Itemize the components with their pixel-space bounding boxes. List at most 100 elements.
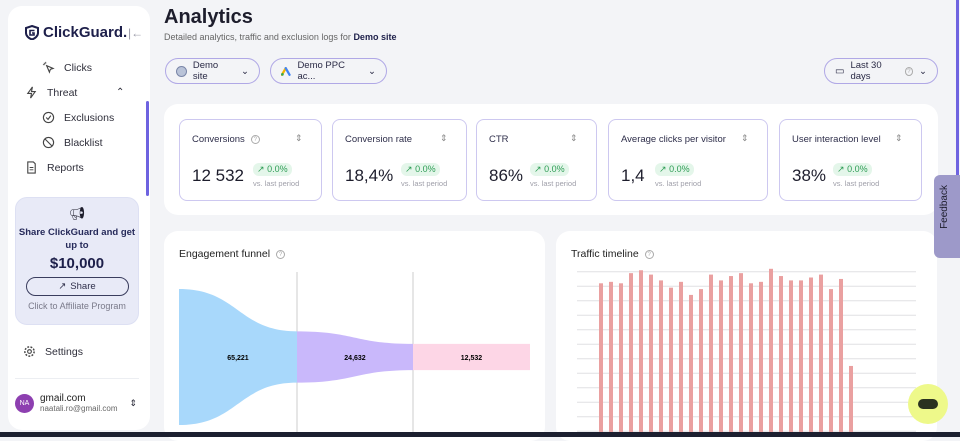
label: Blacklist <box>64 136 103 149</box>
comparison-label: vs. last period <box>401 179 448 188</box>
timeline-bar[interactable] <box>619 283 623 437</box>
sort-icon[interactable]: ⇕ <box>440 133 448 143</box>
metric-card: Average clicks per visitor ⇕ 1,4 ↗ 0.0% … <box>608 119 768 201</box>
sidebar-item-exclusions[interactable]: Exclusions <box>8 111 150 124</box>
gear-icon <box>24 346 35 357</box>
change-badge: ↗ 0.0% <box>401 163 440 176</box>
timeline-bar[interactable] <box>849 365 853 437</box>
account-select[interactable]: Demo PPC ac... ⌄ <box>270 58 387 84</box>
sort-icon[interactable]: ⇕ <box>295 133 303 143</box>
trend-up-icon: ↗ <box>837 164 845 174</box>
user-email: naatali.ro@gmail.com <box>40 404 118 413</box>
chevron-updown-icon[interactable]: ⇕ <box>129 397 138 408</box>
user-menu[interactable]: NA gmail.com naatali.ro@gmail.com ⇕ <box>15 393 137 413</box>
label-text: Average clicks per visitor <box>621 134 726 145</box>
chat-button[interactable] <box>908 384 948 424</box>
funnel-stage <box>297 331 413 383</box>
help-icon[interactable]: ? <box>250 135 260 144</box>
label: Clicks <box>64 61 92 74</box>
timeline-bar[interactable] <box>689 294 693 437</box>
timeline-bar[interactable] <box>769 268 773 437</box>
label-text: Conversions <box>192 134 245 145</box>
timeline-bar[interactable] <box>639 270 643 437</box>
label: Last 30 days <box>850 60 882 82</box>
timeline-bar[interactable] <box>779 276 783 437</box>
help-icon[interactable]: ? <box>644 250 654 259</box>
metric-label: Average clicks per visitor <box>621 134 726 145</box>
sort-icon[interactable]: ⇕ <box>741 133 749 143</box>
shield-logo-icon <box>25 25 39 40</box>
label: Exclusions <box>64 111 115 124</box>
timeline-bar[interactable] <box>599 283 603 437</box>
globe-icon <box>176 65 187 77</box>
funnel-stage-label: 24,632 <box>344 355 366 362</box>
timeline-bar[interactable] <box>799 280 803 437</box>
comparison-label: vs. last period <box>530 179 577 188</box>
timeline-bar[interactable] <box>629 273 633 437</box>
label: Share <box>70 281 96 292</box>
sort-icon[interactable]: ⇕ <box>570 133 578 143</box>
metric-card: CTR ⇕ 86% ↗ 0.0% vs. last period <box>476 119 597 201</box>
chevron-down-icon: ⌄ <box>241 65 249 77</box>
label: Demo site <box>192 60 219 82</box>
taskbar <box>0 432 960 437</box>
sidebar-item-blacklist[interactable]: Blacklist <box>8 136 150 149</box>
chevron-down-icon: ⌄ <box>919 65 927 77</box>
timeline-bar[interactable] <box>649 274 653 437</box>
timeline-bar[interactable] <box>669 287 673 437</box>
sidebar-scrollbar[interactable] <box>146 101 149 196</box>
chat-icon <box>918 399 938 409</box>
affiliate-link[interactable]: Click to Affiliate Program <box>28 301 126 311</box>
label: Reports <box>47 161 84 174</box>
metric-value: 18,4% <box>345 166 394 185</box>
collapse-sidebar-icon[interactable]: |← <box>128 26 144 40</box>
funnel-stage <box>179 289 297 425</box>
timeline-bar[interactable] <box>809 277 813 438</box>
sidebar-item-settings[interactable]: Settings <box>8 345 150 358</box>
help-icon[interactable]: ? <box>276 250 286 259</box>
trend-up-icon: ↗ <box>534 164 542 174</box>
change-badge: ↗ 0.0% <box>833 163 872 176</box>
page-scrollbar[interactable] <box>956 0 959 175</box>
date-range-select[interactable]: ▭ Last 30 days? ⌄ <box>824 58 938 84</box>
timeline-bar[interactable] <box>749 283 753 437</box>
comparison-label: vs. last period <box>833 179 880 188</box>
label-text: Conversion rate <box>345 134 413 145</box>
feedback-tab[interactable]: Feedback <box>934 175 960 258</box>
page-title: Analytics <box>164 6 253 28</box>
promo-title: Share ClickGuard and get up to <box>18 227 136 251</box>
promo-amount: $10,000 <box>49 255 105 272</box>
change-badge: ↗ 0.0% <box>530 163 569 176</box>
timeline-bar[interactable] <box>659 280 663 437</box>
chevron-up-icon[interactable]: ⌃ <box>116 87 125 98</box>
timeline-bar[interactable] <box>789 280 793 437</box>
timeline-bar[interactable] <box>729 276 733 437</box>
sort-icon[interactable]: ⇕ <box>895 133 903 143</box>
subtitle-text: Detailed analytics, traffic and exclusio… <box>164 32 354 42</box>
sidebar-item-reports[interactable]: Reports <box>8 161 150 174</box>
timeline-bar[interactable] <box>699 289 703 437</box>
timeline-bar[interactable] <box>819 274 823 437</box>
timeline-bar[interactable] <box>759 281 763 437</box>
sidebar-item-threat[interactable]: Threat ⌃ <box>8 86 150 99</box>
sidebar-item-clicks[interactable]: Clicks <box>8 61 150 74</box>
label: Threat <box>47 86 78 99</box>
affiliate-promo: 📢︎ Share ClickGuard and get up to $10,00… <box>15 197 139 325</box>
label-text: CTR <box>489 134 509 145</box>
timeline-bar[interactable] <box>829 289 833 437</box>
timeline-bar[interactable] <box>719 280 723 437</box>
timeline-bar[interactable] <box>839 278 843 437</box>
google-ads-icon <box>281 67 291 76</box>
timeline-bar[interactable] <box>709 274 713 437</box>
check-circle-icon <box>42 111 55 124</box>
timeline-bar[interactable] <box>739 273 743 437</box>
cursor-click-icon <box>42 61 55 74</box>
share-button[interactable]: ↗ Share <box>25 277 129 296</box>
timeline-bar[interactable] <box>609 281 613 437</box>
logo: ClickGuard. <box>25 24 127 41</box>
change-value: 0.0% <box>267 164 288 174</box>
timeline-bar[interactable] <box>679 281 683 437</box>
site-select[interactable]: Demo site ⌄ <box>165 58 260 84</box>
subtitle-site: Demo site <box>353 32 397 42</box>
funnel-stage-label: 65,221 <box>227 355 249 362</box>
